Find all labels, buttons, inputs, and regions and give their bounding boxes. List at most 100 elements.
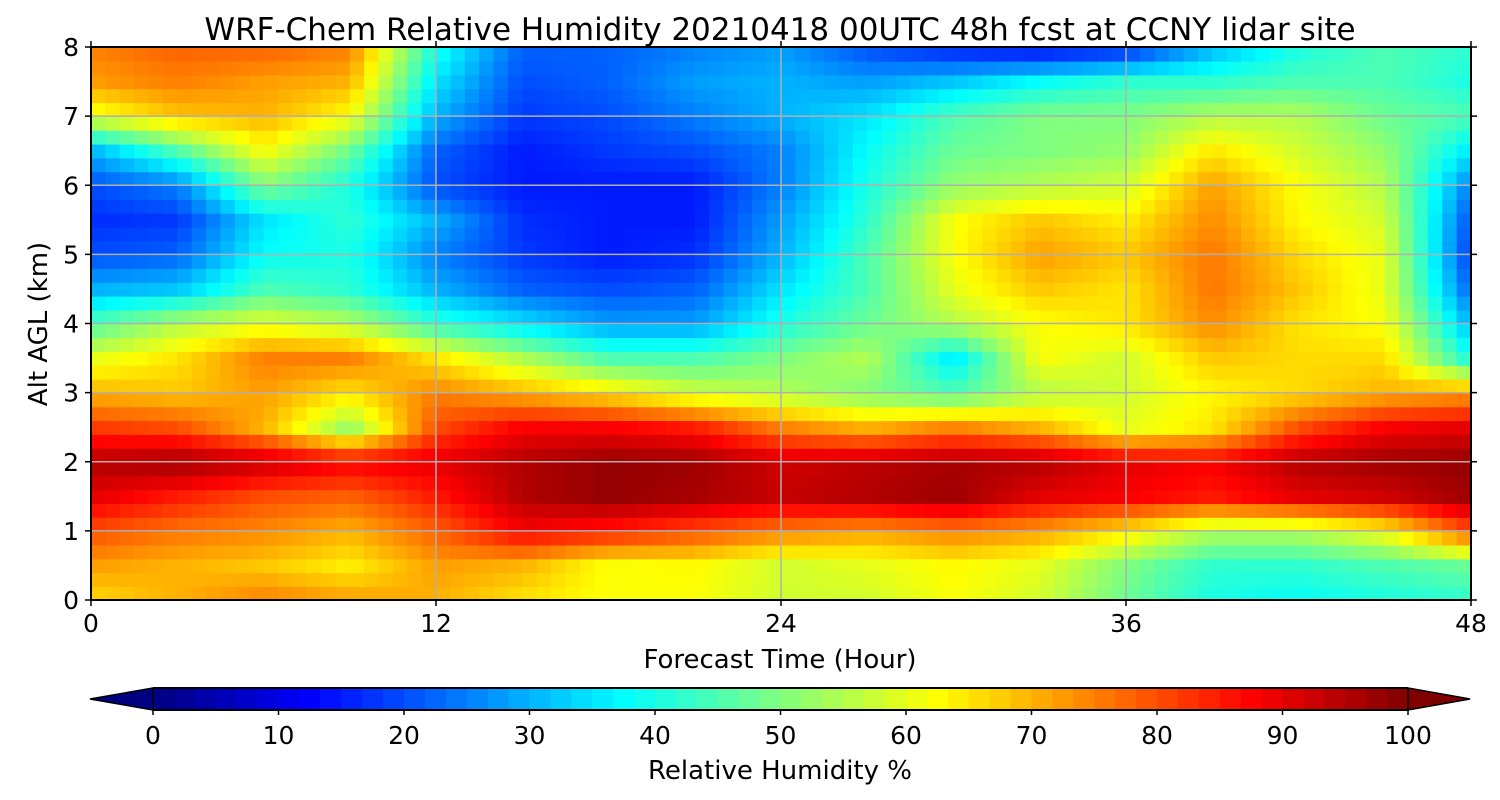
heatmap-cell (522, 116, 538, 131)
heatmap-cell (536, 586, 552, 600)
heatmap-cell (1111, 143, 1127, 159)
heatmap-cell (421, 88, 437, 104)
heatmap-cell (1442, 240, 1458, 256)
heatmap-cell (1456, 171, 1471, 187)
heatmap-cell (982, 406, 998, 422)
heatmap-cell (306, 171, 322, 187)
heatmap-cell (206, 517, 222, 532)
heatmap-cell (838, 226, 854, 242)
heatmap-cell (565, 586, 581, 600)
heatmap-cell (450, 74, 466, 90)
heatmap-cell (594, 461, 610, 477)
heatmap-cell (637, 503, 653, 518)
heatmap-cell (1356, 226, 1372, 242)
chart-title: WRF-Chem Relative Humidity 20210418 00UT… (204, 12, 1355, 48)
heatmap-cell (637, 544, 653, 560)
heatmap-cell (1097, 378, 1113, 394)
heatmap-cell (536, 185, 552, 200)
heatmap-cell (450, 212, 466, 228)
heatmap-cell (881, 60, 897, 76)
heatmap-cell (421, 558, 437, 574)
heatmap-cell (1442, 378, 1458, 394)
heatmap-cell (162, 88, 179, 104)
heatmap-cell (651, 60, 667, 76)
heatmap-cell (982, 295, 998, 311)
heatmap-cell (335, 226, 351, 242)
heatmap-cell (809, 282, 825, 297)
heatmap-cell (421, 434, 437, 449)
heatmap-cell (191, 586, 207, 600)
heatmap-cell (1341, 530, 1357, 546)
heatmap-cell (177, 254, 193, 269)
heatmap-cell (1068, 254, 1084, 269)
heatmap-cell (407, 185, 423, 200)
heatmap-cell (378, 475, 394, 491)
heatmap-cell (1111, 572, 1127, 587)
heatmap-cell (1341, 282, 1357, 297)
heatmap-cell (1054, 254, 1070, 269)
heatmap-cell (507, 47, 524, 62)
heatmap-cell (737, 143, 754, 159)
heatmap-cell (436, 129, 452, 145)
heatmap-cell (939, 226, 955, 242)
heatmap-cell (1327, 226, 1343, 242)
heatmap-cell (924, 143, 940, 159)
heatmap-cell (996, 268, 1012, 283)
heatmap-cell (493, 434, 509, 449)
heatmap-cell (939, 406, 955, 422)
heatmap-cell (1169, 254, 1185, 269)
heatmap-cell (680, 558, 696, 574)
heatmap-cell (1442, 295, 1458, 311)
heatmap-cell (177, 572, 193, 587)
heatmap-cell (608, 143, 624, 159)
heatmap-cell (881, 351, 897, 366)
heatmap-cell (766, 503, 782, 518)
heatmap-cell (91, 517, 107, 532)
heatmap-cell (1097, 282, 1113, 297)
heatmap-cell (838, 461, 854, 477)
heatmap-cell (91, 74, 107, 90)
heatmap-cell (234, 530, 250, 546)
heatmap-cell (622, 434, 639, 449)
heatmap-cell (436, 171, 452, 187)
heatmap-cell (967, 364, 984, 380)
heatmap-cell (1399, 503, 1415, 518)
heatmap-cell (1197, 268, 1214, 283)
heatmap-cell (1126, 143, 1142, 159)
heatmap-cell (378, 157, 394, 173)
heatmap-cell (666, 420, 682, 435)
heatmap-cell (91, 378, 107, 394)
heatmap-cell (249, 503, 265, 518)
heatmap-cell (1126, 212, 1142, 228)
heatmap-cell (1427, 226, 1444, 242)
heatmap-cell (479, 351, 495, 366)
heatmap-cell (781, 406, 797, 422)
heatmap-cell (651, 392, 667, 408)
heatmap-cell (594, 544, 610, 560)
heatmap-cell (953, 475, 969, 491)
heatmap-cell (407, 461, 423, 477)
heatmap-cell (378, 544, 394, 560)
heatmap-cell (292, 503, 308, 518)
heatmap-cell (924, 489, 940, 505)
heatmap-cell (306, 282, 322, 297)
heatmap-cell (1356, 461, 1372, 477)
heatmap-cell (781, 530, 797, 546)
heatmap-cell (220, 337, 236, 352)
heatmap-cell (709, 337, 725, 352)
heatmap-cell (1154, 586, 1170, 600)
heatmap-cell (953, 143, 969, 159)
heatmap-cell (881, 461, 897, 477)
heatmap-cell (996, 503, 1012, 518)
heatmap-cell (838, 392, 854, 408)
heatmap-cell (1312, 447, 1329, 463)
heatmap-cell (1356, 337, 1372, 352)
heatmap-cell (378, 517, 394, 532)
heatmap-cell (206, 461, 222, 477)
heatmap-cell (277, 323, 294, 339)
heatmap-cell (824, 475, 840, 491)
heatmap-cell (1269, 129, 1285, 145)
heatmap-cell (1226, 517, 1242, 532)
heatmap-cell (220, 102, 236, 117)
heatmap-cell (594, 60, 610, 76)
